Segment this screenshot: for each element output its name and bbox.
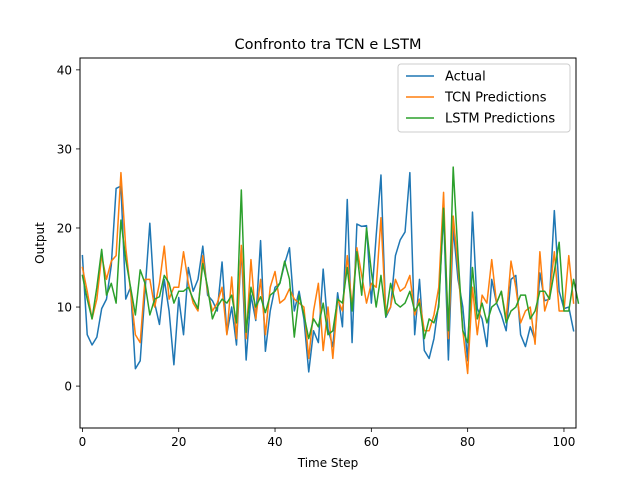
x-tick-label: 100 bbox=[553, 435, 576, 449]
y-tick-label: 20 bbox=[57, 221, 72, 235]
legend-entry: LSTM Predictions bbox=[445, 112, 555, 127]
y-tick-label: 10 bbox=[57, 301, 72, 315]
y-axis-label: Output bbox=[33, 222, 47, 264]
y-tick-label: 40 bbox=[57, 63, 72, 77]
legend: Actual TCN Predictions LSTM Predictions bbox=[397, 63, 571, 133]
series-line-tcn-predictions bbox=[81, 171, 575, 375]
series-line-lstm-predictions bbox=[81, 166, 580, 344]
legend-entry: TCN Predictions bbox=[444, 91, 547, 106]
x-axis-label: Time Step bbox=[297, 456, 359, 470]
x-tick-label: 40 bbox=[267, 435, 282, 449]
x-tick-label: 60 bbox=[364, 435, 379, 449]
chart-title: Confronto tra TCN e LSTM bbox=[234, 37, 421, 53]
y-tick-label: 0 bbox=[64, 380, 72, 394]
x-tick-label: 80 bbox=[460, 435, 475, 449]
plot-frame bbox=[79, 57, 577, 429]
legend-entry: Actual bbox=[445, 70, 486, 85]
x-tick-label: 0 bbox=[79, 435, 87, 449]
plot-lines bbox=[81, 166, 580, 375]
x-axis-ticks: 0 20 40 60 80 100 bbox=[79, 428, 576, 449]
x-tick-label: 20 bbox=[171, 435, 186, 449]
series-line-actual bbox=[81, 171, 575, 373]
y-axis-ticks: 0 10 20 30 40 bbox=[57, 63, 80, 394]
y-tick-label: 30 bbox=[57, 142, 72, 156]
legend-box bbox=[397, 63, 571, 133]
